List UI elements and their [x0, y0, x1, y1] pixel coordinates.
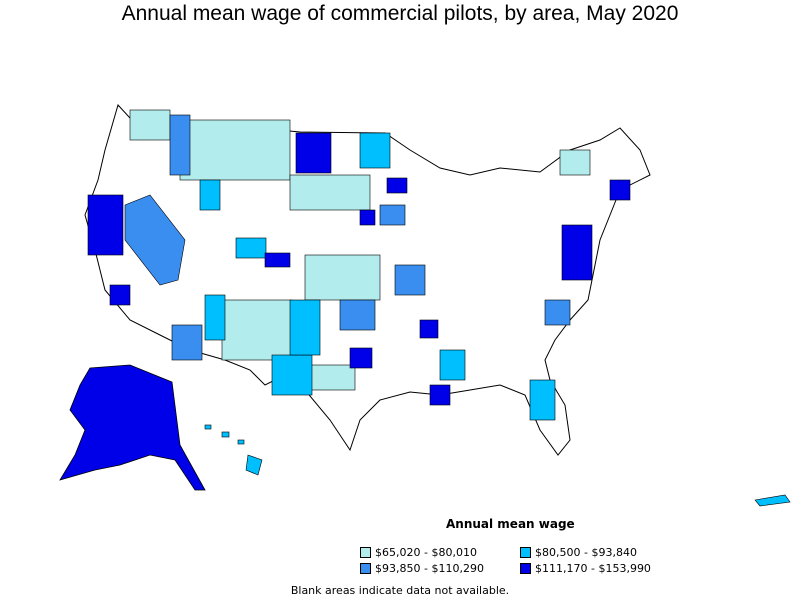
wage-tier-2-areas	[199, 132, 556, 421]
alaska-area	[59, 364, 206, 491]
legend-label: $65,020 - $80,010	[375, 545, 477, 559]
legend-item-tier-4: $111,170 - $153,990	[520, 561, 651, 575]
legend-swatch	[520, 546, 531, 558]
legend-item-tier-2: $80,500 - $93,840	[520, 545, 637, 559]
legend-item-tier-1: $65,020 - $80,010	[360, 545, 477, 559]
legend-swatch	[520, 562, 531, 574]
wage-tier-3-areas	[124, 114, 571, 361]
hawaii-area	[204, 424, 263, 476]
legend-item-tier-3: $93,850 - $110,290	[360, 561, 484, 575]
map-title: Annual mean wage of commercial pilots, b…	[121, 2, 679, 25]
legend-label: $93,850 - $110,290	[375, 561, 484, 575]
legend-label: $111,170 - $153,990	[535, 561, 651, 575]
footnote: Blank areas indicate data not available.	[290, 584, 510, 597]
wage-tier-4-areas	[87, 132, 631, 406]
legend-label: $80,500 - $93,840	[535, 545, 637, 559]
legend-title: Annual mean wage	[446, 517, 575, 531]
legend-swatch	[360, 562, 371, 574]
legend-swatch	[360, 546, 371, 558]
puerto-rico-area	[754, 494, 791, 507]
